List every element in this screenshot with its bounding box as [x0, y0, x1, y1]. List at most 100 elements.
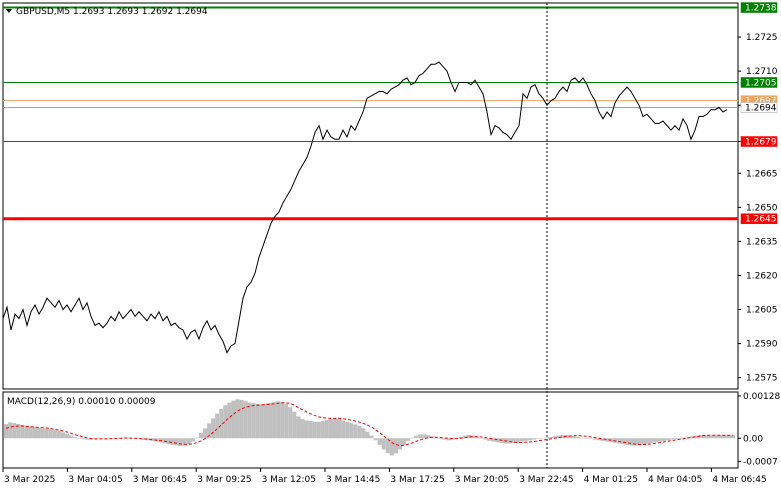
macd-histogram-bar — [462, 435, 467, 439]
level-label-box — [740, 136, 778, 147]
macd-histogram-bar — [621, 438, 626, 445]
macd-histogram-bar — [52, 430, 57, 439]
macd-tick-label: -0.0007 — [743, 457, 778, 467]
time-tick-label: 3 Mar 06:45 — [133, 475, 187, 485]
macd-histogram-bar — [690, 436, 695, 439]
macd-histogram-bar — [471, 435, 476, 439]
macd-histogram-bar — [645, 438, 650, 444]
macd-histogram-bar — [186, 438, 191, 445]
macd-histogram-bar — [223, 405, 228, 439]
macd-histogram-bar — [56, 430, 61, 439]
chart-header: GBPUSD,M5 1.2693 1.2693 1.2692 1.2694 — [6, 7, 208, 17]
macd-histogram-bar — [519, 438, 524, 442]
level-label-text: 1.2705 — [745, 78, 777, 88]
macd-histogram-bar — [487, 438, 492, 441]
time-tick-label: 3 Mar 09:25 — [197, 475, 251, 485]
macd-histogram-bar — [446, 438, 451, 441]
price-tick-label: 1.2575 — [746, 374, 778, 384]
macd-histogram-bar — [637, 438, 642, 445]
macd-histogram-bar — [369, 435, 374, 439]
price-tick-label: 1.2605 — [746, 306, 778, 316]
macd-axis: 0.00128 0.00 -0.0007 — [738, 392, 780, 467]
macd-histogram-bar — [320, 421, 325, 439]
price-tick-label: 1.2635 — [746, 237, 778, 247]
macd-histogram-bar — [300, 419, 305, 439]
macd-histogram-bar — [373, 438, 378, 441]
price-levels — [3, 6, 738, 221]
price-tick-label: 1.2650 — [746, 203, 778, 213]
macd-histogram-bar — [507, 438, 512, 444]
macd-histogram-bar — [255, 403, 260, 439]
triangle-down-icon[interactable] — [6, 9, 12, 13]
time-tick-label: 3 Mar 12:05 — [262, 475, 316, 485]
macd-histogram-bar — [495, 438, 500, 443]
macd-histogram-bar — [48, 429, 53, 439]
macd-histogram-bar — [198, 432, 203, 439]
macd-histogram-bar — [572, 436, 577, 439]
macd-histogram-bar — [414, 435, 419, 439]
macd-histogram-bar — [584, 438, 589, 439]
price-line — [2, 61, 728, 354]
macd-signal-line — [5, 402, 733, 447]
macd-histogram-bar — [170, 438, 175, 445]
time-tick-label: 3 Mar 2025 — [4, 475, 55, 485]
macd-histogram-bar — [629, 438, 634, 446]
macd-histogram-bar — [121, 437, 126, 439]
macd-histogram-bar — [726, 434, 731, 439]
macd-histogram-bar — [466, 434, 472, 439]
macd-histogram-bar — [418, 434, 423, 439]
macd-histogram-bar — [401, 438, 407, 445]
time-tick-label: 3 Mar 17:25 — [390, 475, 444, 485]
macd-histogram-bar — [633, 438, 638, 446]
macd-histogram-bar — [202, 428, 208, 439]
macd-histogram-bar — [600, 438, 606, 441]
macd-histogram-bar — [12, 423, 17, 439]
macd-histogram-bar — [540, 438, 545, 439]
macd-histogram-bar — [40, 428, 45, 439]
macd-histogram-bar — [657, 438, 662, 442]
price-tick-label: 1.2725 — [746, 33, 778, 43]
macd-histogram-bar — [125, 437, 130, 439]
macd-histogram-bar — [365, 431, 370, 439]
level-label-bid: 1.2694 — [740, 102, 778, 113]
macd-histogram-bar — [101, 438, 106, 439]
macd-histogram-bar — [483, 438, 488, 440]
macd-histogram-bar — [341, 420, 346, 439]
macd-histogram-bar — [304, 420, 309, 439]
time-tick-label: 3 Mar 14:45 — [326, 475, 380, 485]
time-tick-label: 3 Mar 20:05 — [455, 475, 509, 485]
level-label-text: 1.2679 — [745, 138, 777, 148]
level-label-box — [740, 77, 778, 88]
macd-histogram-bar — [316, 421, 321, 439]
macd-histogram-bar — [361, 428, 366, 439]
macd-histogram-bar — [406, 438, 411, 441]
macd-histogram-bar — [235, 399, 240, 439]
macd-histogram-bar — [251, 403, 256, 439]
macd-histogram-bar — [32, 427, 37, 439]
price-tick-label: 1.2620 — [746, 271, 778, 281]
level-label-support: 1.2645 — [740, 213, 778, 225]
macd-histogram-bar — [215, 413, 220, 439]
macd-histogram-bar — [345, 421, 350, 439]
macd-histogram-bar — [324, 419, 329, 439]
macd-histogram-bar — [450, 438, 455, 440]
macd-histogram-bar — [479, 438, 484, 439]
macd-histogram-bar — [410, 437, 415, 439]
macd-histogram-bar — [556, 435, 561, 439]
price-tick-label: 1.2710 — [746, 67, 778, 77]
macd-histogram-bar — [337, 419, 342, 439]
macd-histogram-bar — [665, 438, 671, 441]
macd-histogram-bar — [560, 434, 565, 439]
macd-histogram-bar — [20, 425, 25, 439]
level-label-text: 1.2697 — [745, 97, 777, 107]
macd-histogram-bar — [527, 438, 532, 441]
macd-histogram-bar — [207, 423, 212, 439]
macd-histogram-bar — [718, 434, 723, 439]
macd-histogram-bar — [531, 438, 537, 440]
macd-histogram-bar — [523, 438, 528, 441]
macd-histogram-bar — [4, 424, 9, 439]
macd-histogram-bar — [588, 438, 593, 439]
